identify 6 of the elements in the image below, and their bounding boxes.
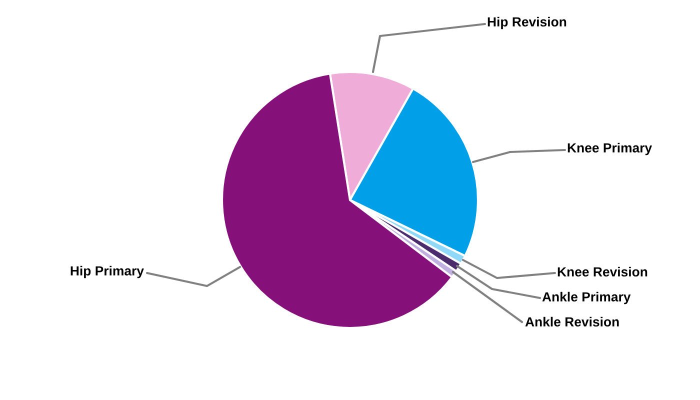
slice-label: Hip Revision: [488, 16, 566, 30]
slice-label: Ankle Primary: [542, 292, 631, 304]
slice-label: Knee Revision: [558, 266, 648, 277]
slice-label: Hip Primary: [70, 266, 144, 278]
slice-label: Knee Primary: [568, 142, 652, 156]
slice-label: Ankle Revision: [525, 316, 619, 327]
